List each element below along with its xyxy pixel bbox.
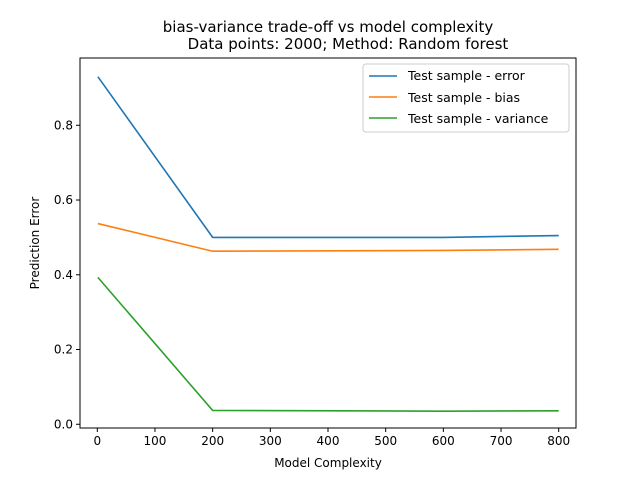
x-tick-label: 700 bbox=[490, 434, 513, 448]
series-line-variance bbox=[97, 276, 559, 412]
x-axis-label: Model Complexity bbox=[274, 456, 382, 470]
y-tick-label: 0.6 bbox=[54, 193, 73, 207]
y-tick-label: 0.4 bbox=[54, 268, 73, 282]
y-axis-label: Prediction Error bbox=[28, 197, 42, 290]
legend-label-variance: Test sample - variance bbox=[407, 111, 549, 126]
x-tick-label: 200 bbox=[201, 434, 224, 448]
y-tick-label: 0.0 bbox=[54, 417, 73, 431]
x-tick-label: 800 bbox=[547, 434, 570, 448]
legend-box bbox=[362, 63, 570, 133]
tick-layer: 0 100 200 300 400 500 600 700 800 0.0 0.2 0.4 0.6 0.8 bbox=[54, 118, 570, 448]
legend: Test sample - error Test sample - bias T… bbox=[362, 63, 570, 133]
x-tick-label: 100 bbox=[144, 434, 167, 448]
y-tick-label: 0.8 bbox=[54, 118, 73, 132]
x-tick-label: 500 bbox=[374, 434, 397, 448]
chart-subtitle: Data points: 2000; Method: Random forest bbox=[188, 35, 509, 53]
plot-area-frame bbox=[79, 57, 577, 429]
series-line-error bbox=[97, 76, 559, 239]
x-tick-label: 400 bbox=[317, 434, 340, 448]
x-tick-label: 300 bbox=[259, 434, 282, 448]
legend-label-bias: Test sample - bias bbox=[407, 90, 520, 105]
chart-title: bias-variance trade-off vs model complex… bbox=[163, 18, 494, 36]
x-tick-label: 0 bbox=[93, 434, 101, 448]
series-layer bbox=[97, 76, 559, 412]
y-tick-label: 0.2 bbox=[54, 343, 73, 357]
series-line-bias bbox=[97, 222, 559, 253]
x-tick-label: 600 bbox=[432, 434, 455, 448]
legend-label-error: Test sample - error bbox=[407, 68, 526, 83]
